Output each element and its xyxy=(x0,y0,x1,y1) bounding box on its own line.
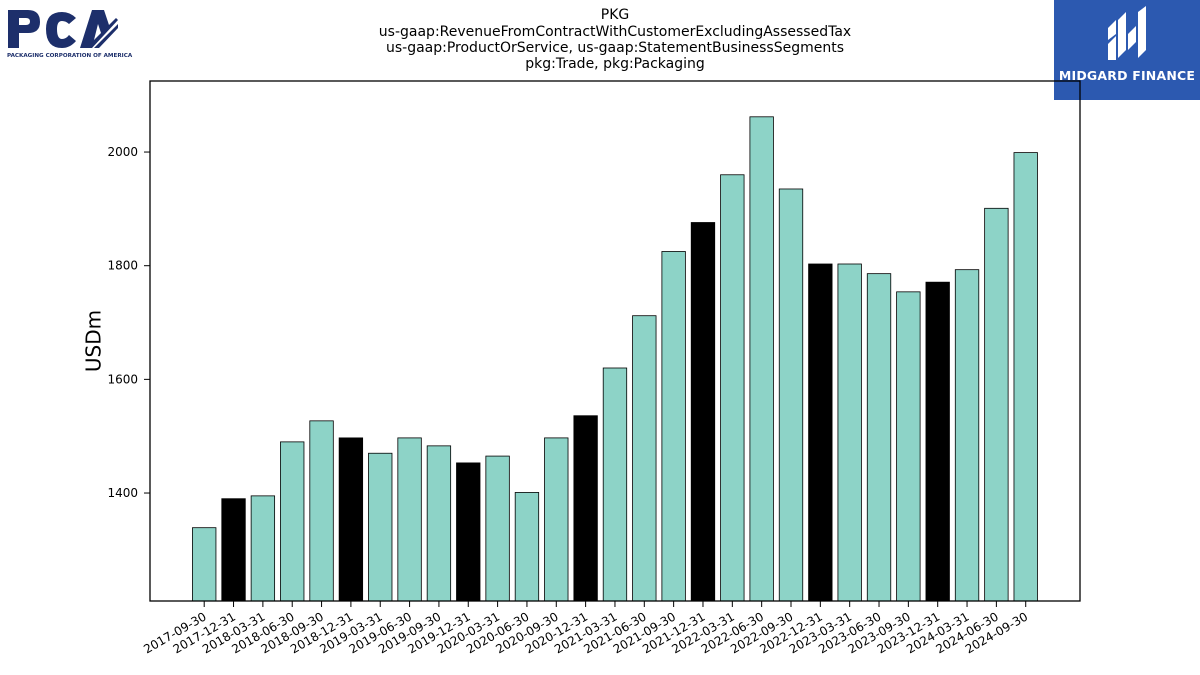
y-tick-label: 1400 xyxy=(107,486,138,500)
pca-logo-mark xyxy=(8,10,118,48)
bar xyxy=(866,273,892,602)
bar xyxy=(544,437,569,602)
bar xyxy=(690,222,716,602)
y-tick-label: 1600 xyxy=(107,372,138,386)
bar xyxy=(1013,152,1038,602)
bar xyxy=(837,263,862,602)
bar xyxy=(485,455,510,602)
bar xyxy=(280,441,305,602)
bar xyxy=(808,263,833,602)
y-axis: 1400 1600 1800 2000 xyxy=(107,145,150,500)
bar xyxy=(602,367,628,602)
bar xyxy=(397,437,422,602)
bar xyxy=(250,495,276,602)
bar xyxy=(221,498,246,602)
chart-title-line-2: us-gaap:RevenueFromContractWithCustomerE… xyxy=(378,24,852,40)
bar xyxy=(426,445,452,602)
bar xyxy=(632,315,657,602)
bar xyxy=(984,207,1009,602)
bar xyxy=(368,452,393,602)
bar xyxy=(338,437,364,602)
chart-title-line-3: us-gaap:ProductOrService, us-gaap:Statem… xyxy=(385,40,844,56)
bar xyxy=(954,269,980,602)
bar xyxy=(514,492,540,602)
bar xyxy=(573,415,598,602)
plot-frame xyxy=(149,80,1081,602)
chart-title-line-1: PKG xyxy=(600,7,630,23)
bar xyxy=(661,251,686,602)
midgard-finance-logo: MIDGARD FINANCE xyxy=(1054,0,1200,100)
x-axis: 2017-09-302017-12-312018-03-312018-06-30… xyxy=(141,601,1030,656)
bars xyxy=(192,116,1038,602)
midgard-logo-mark xyxy=(1108,6,1146,60)
bar xyxy=(456,462,481,602)
midgard-logo-text: MIDGARD FINANCE xyxy=(1058,68,1196,83)
pca-logo-subtitle: PACKAGING CORPORATION OF AMERICA xyxy=(7,53,133,59)
pca-logo: PACKAGING CORPORATION OF AMERICA xyxy=(6,6,132,62)
bar xyxy=(720,174,745,602)
y-tick-label: 1800 xyxy=(107,259,138,273)
bar xyxy=(309,420,334,602)
bar xyxy=(896,291,921,602)
bar xyxy=(749,116,774,602)
bar xyxy=(192,527,217,602)
y-axis-label: USDm xyxy=(82,310,106,372)
bar xyxy=(925,281,950,602)
chart-title-line-4: pkg:Trade, pkg:Packaging xyxy=(525,56,705,72)
y-tick-label: 2000 xyxy=(107,145,138,159)
bar xyxy=(778,188,804,602)
